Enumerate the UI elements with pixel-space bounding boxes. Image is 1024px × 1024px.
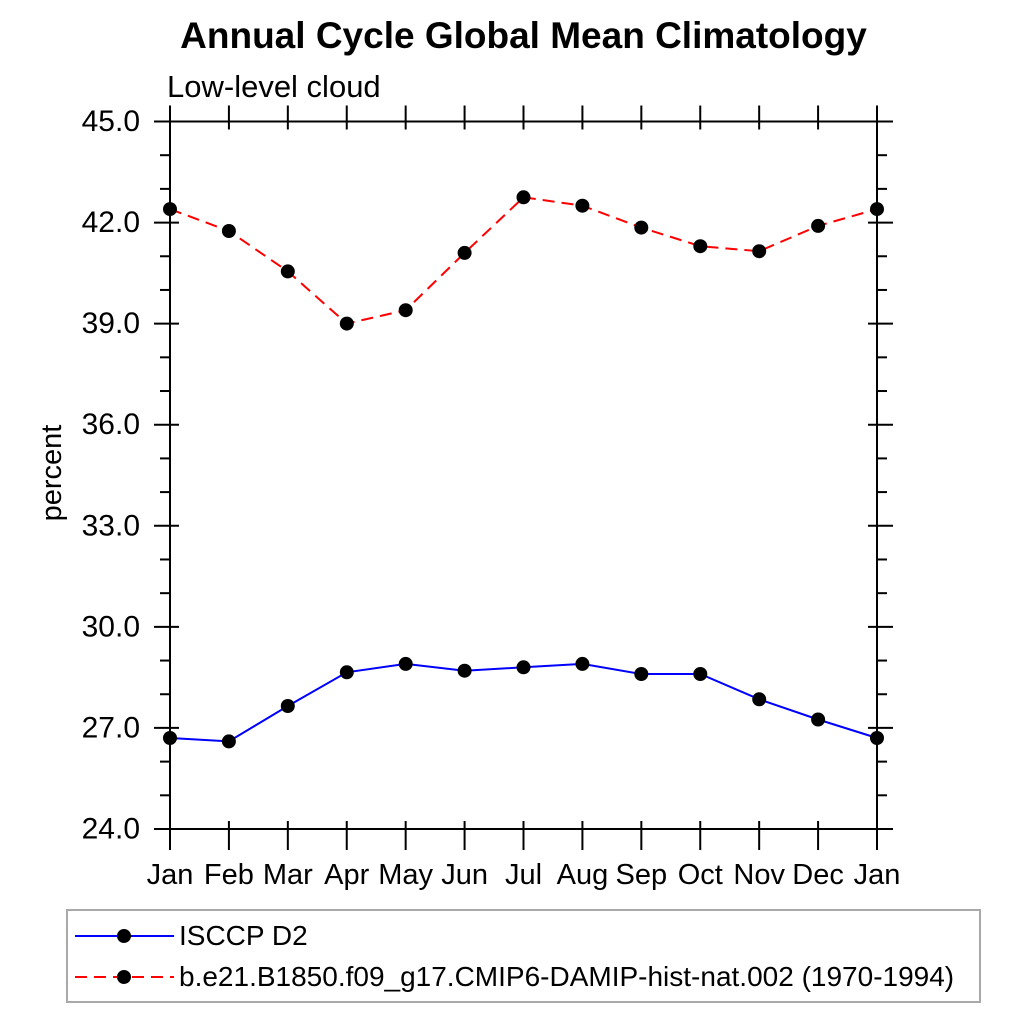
chart-title: Annual Cycle Global Mean Climatology [180,15,867,56]
x-tick-label: Jan [147,859,194,891]
data-point-series-0 [634,667,649,681]
x-tick-label: Jan [854,859,901,891]
data-point-series-0 [516,660,531,675]
y-tick-label: 30.0 [82,610,140,643]
x-tick-label: Aug [557,859,609,891]
data-point-series-0 [870,731,884,745]
chart-subtitle: Low-level cloud [167,69,381,104]
y-tick-label: 33.0 [82,509,140,542]
y-tick-label: 39.0 [82,307,140,340]
data-point-series-0 [575,656,590,671]
data-point-series-1 [516,190,531,205]
data-point-series-0 [693,667,708,681]
data-point-series-0 [398,656,413,671]
data-point-series-1 [280,264,295,279]
data-point-series-1 [752,244,767,259]
data-point-series-1 [457,245,472,260]
legend-label: b.e21.B1850.f09_g17.CMIP6-DAMIP-hist-nat… [179,961,955,992]
data-point-series-0 [280,699,295,713]
series-line-1 [169,196,878,325]
data-point-series-1 [163,202,177,217]
y-tick-label: 42.0 [82,206,140,239]
legend-item-isccp: ISCCP D2 [73,916,308,956]
x-tick-label: Apr [324,859,369,891]
data-point-series-1 [339,316,354,331]
axis-frame [169,120,878,830]
data-point-series-0 [339,665,354,680]
x-tick-label: Mar [263,859,313,891]
y-tick-label: 24.0 [82,813,140,846]
legend-swatch-blue-line [75,929,174,943]
x-tick-label: May [378,859,433,891]
x-tick-label: Sep [616,859,668,891]
x-tick-label: Nov [733,859,785,891]
data-point-series-0 [752,692,767,707]
legend-marker-dot [117,970,131,984]
y-tick-label: 45.0 [82,105,140,138]
legend-box: ISCCP D2 b.e21.B1850.f09_g17.CMIP6-DAMIP… [66,909,981,1003]
x-tick-label: Dec [792,859,844,891]
x-tick-label: Jun [441,859,488,891]
legend-label: ISCCP D2 [179,920,308,951]
y-tick-label: 36.0 [82,408,140,441]
data-point-series-0 [221,734,236,749]
data-point-series-0 [163,731,177,745]
legend-swatch-red-dashed-line [75,970,174,984]
data-point-series-0 [811,712,826,727]
x-tick-label: Oct [678,859,723,891]
data-point-series-1 [221,224,236,238]
data-point-series-1 [398,303,413,318]
data-point-series-1 [634,220,649,235]
data-point-series-1 [870,202,884,217]
data-point-series-0 [457,663,472,678]
legend-marker-dot [117,929,131,943]
series-line-0 [169,662,878,743]
data-point-series-1 [575,198,590,213]
data-point-series-1 [811,218,826,233]
x-tick-label: Feb [204,859,254,891]
y-tick-label: 27.0 [82,711,140,744]
legend-item-model: b.e21.B1850.f09_g17.CMIP6-DAMIP-hist-nat… [73,957,954,997]
x-tick-label: Jul [505,859,542,891]
data-point-series-1 [693,239,708,254]
